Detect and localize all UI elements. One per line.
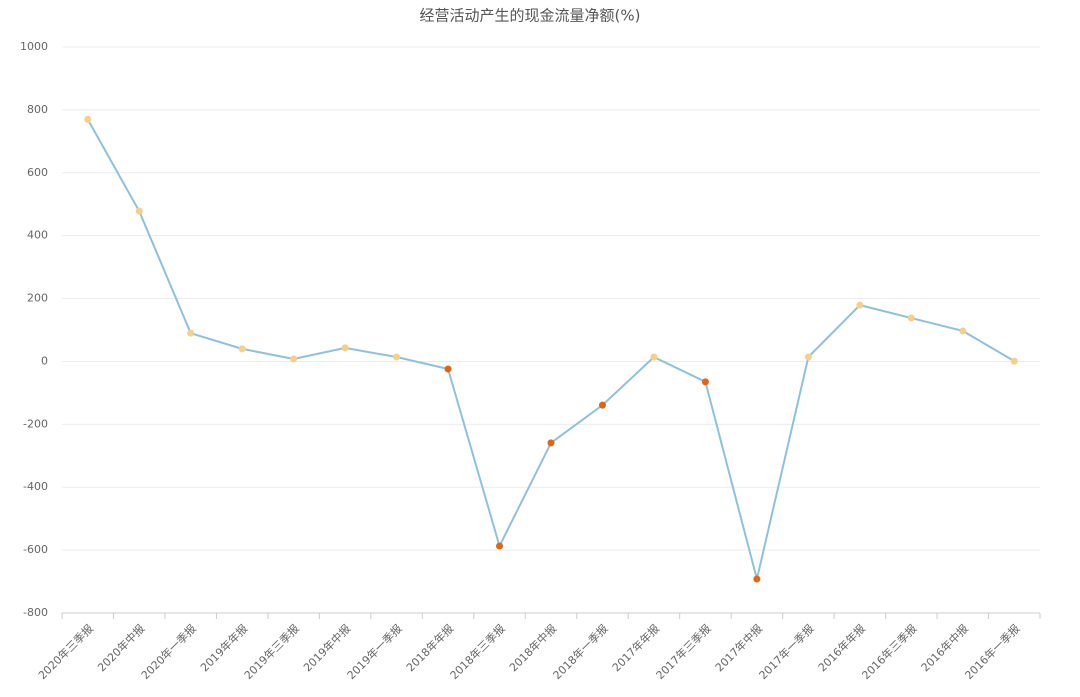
x-tick-label: 2016年一季报 [962,621,1023,682]
x-tick-label: 2020年三季报 [35,621,96,682]
point [135,207,143,215]
y-tick-label: -800 [23,606,48,619]
point [84,115,92,123]
point [804,353,812,361]
y-tick-label: -600 [23,543,48,556]
x-tick-label: 2019年中报 [300,621,353,674]
x-tick-label: 2017年中报 [712,621,765,674]
x-tick-label: 2020年中报 [94,621,147,674]
x-tick-label: 2016年年报 [815,621,868,674]
point [290,355,298,363]
point [187,329,195,337]
point [598,401,606,409]
y-tick-label: 400 [27,229,48,242]
point [701,378,709,386]
x-tick-label: 2018年一季报 [550,621,611,682]
point [393,353,401,361]
point [650,353,658,361]
y-tick-label: 1000 [20,40,48,53]
x-tick-label: 2017年三季报 [653,621,714,682]
chart-title: 经营活动产生的现金流量净额(%) [420,7,641,25]
point [907,314,915,322]
x-tick-label: 2018年三季报 [447,621,508,682]
y-tick-label: 800 [27,103,48,116]
x-tick-label: 2017年年报 [609,621,662,674]
y-tick-label: -200 [23,417,48,430]
x-tick-label: 2016年三季报 [859,621,920,682]
x-tick-label: 2019年一季报 [344,621,405,682]
point [238,345,246,353]
point [1010,357,1018,365]
y-tick-label: 0 [41,354,48,367]
point [856,301,864,309]
y-tick-label: -400 [23,480,48,493]
x-tick-label: 2020年一季报 [138,621,199,682]
x-tick-label: 2017年一季报 [756,621,817,682]
x-tick-label: 2019年三季报 [241,621,302,682]
point [444,365,452,373]
point [753,575,761,583]
line [86,118,1015,580]
y-tick-label: 600 [27,166,48,179]
point [341,344,349,352]
point [547,439,555,447]
x-tick-label: 2018年中报 [506,621,559,674]
x-tick-label: 2018年年报 [403,621,456,674]
point [959,327,967,335]
x-tick-label: 2016年中报 [918,621,971,674]
y-tick-label: 200 [27,292,48,305]
x-tick-label: 2019年年报 [197,621,250,674]
point [496,542,504,550]
